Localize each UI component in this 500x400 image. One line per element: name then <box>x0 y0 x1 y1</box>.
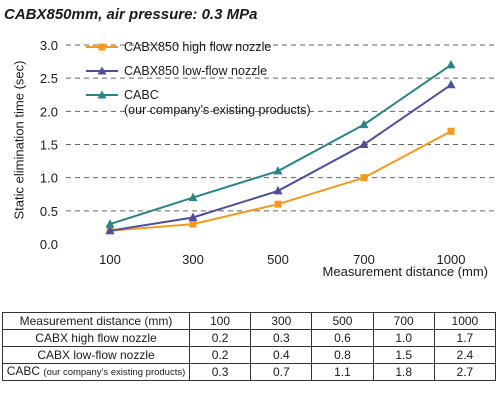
legend-marker-square <box>86 43 118 51</box>
data-point <box>360 174 368 182</box>
table-cell: 1000 <box>433 312 497 330</box>
table-cell: 0.2 <box>188 346 252 364</box>
legend-marker-triangle <box>86 90 118 99</box>
x-tick-label: 100 <box>99 252 121 267</box>
table-cell: 700 <box>372 312 435 330</box>
data-point <box>188 212 198 221</box>
table-row: CABX low-flow nozzle 0.2 0.4 0.8 1.5 2.4 <box>2 346 497 364</box>
x-axis-title: Measurement distance (mm) <box>322 264 488 279</box>
table-row: CABC (our company’s existing products) 0… <box>2 363 497 381</box>
data-point <box>447 127 455 135</box>
y-tick-label: 2.5 <box>40 71 58 86</box>
table-cell: 1.8 <box>372 363 435 381</box>
table-cell: 300 <box>250 312 313 330</box>
table-cell: 1.5 <box>372 346 435 364</box>
table-cell: 2.4 <box>433 346 497 364</box>
legend-item-cabc: CABC (our company’s existing products) <box>84 88 311 118</box>
table-cell: CABX high flow nozzle <box>2 329 190 347</box>
data-point <box>446 79 456 89</box>
data-point <box>189 220 197 228</box>
table-cell: 500 <box>311 312 374 330</box>
data-point <box>105 225 115 235</box>
table-cell: 2.7 <box>433 363 497 381</box>
table-header-row: Measurement distance (mm) 100 300 500 70… <box>2 312 497 330</box>
table-row: CABX high flow nozzle 0.2 0.3 0.6 1.0 1.… <box>2 329 497 347</box>
legend-label: CABX850 low-flow nozzle <box>124 64 268 78</box>
legend: CABX850 high flow nozzle CABX850 low-flo… <box>84 40 311 127</box>
y-tick-label: 0.0 <box>40 237 58 252</box>
table-cell: 0.3 <box>250 329 313 347</box>
table-cell: 1.1 <box>311 363 374 381</box>
data-point <box>273 185 283 195</box>
row-label: CABC <box>6 364 41 378</box>
y-tick-label: 1.0 <box>40 171 58 186</box>
legend-label: CABC <box>124 88 159 102</box>
table-cell: 100 <box>188 312 252 330</box>
data-point <box>188 192 198 202</box>
legend-label-line2: (our company’s existing products) <box>124 103 311 117</box>
x-tick-label: 700 <box>353 252 375 267</box>
table-cell: 0.3 <box>188 363 252 381</box>
legend-item-low-flow: CABX850 low-flow nozzle <box>84 64 311 79</box>
line-chart: 0.0 0.5 1.0 1.5 2.0 2.5 3.0 100 300 500 700 1000 <box>40 38 498 267</box>
table-cell: CABX low-flow nozzle <box>2 346 190 364</box>
y-tick-label: 2.0 <box>40 104 58 119</box>
y-tick-label: 3.0 <box>40 38 58 53</box>
table-cell: Measurement distance (mm) <box>2 312 190 330</box>
x-tick-label: 500 <box>267 252 289 267</box>
series-line <box>109 130 452 232</box>
data-table: Measurement distance (mm) 100 300 500 70… <box>2 312 497 381</box>
row-label-note: (our company’s existing products) <box>43 367 186 378</box>
table-cell: 0.7 <box>250 363 313 381</box>
table-cell: 1.7 <box>433 329 497 347</box>
legend-item-high-flow: CABX850 high flow nozzle <box>84 40 311 55</box>
table-cell: CABC (our company’s existing products) <box>2 363 190 381</box>
x-tick-label: 300 <box>182 252 204 267</box>
data-point <box>105 219 115 228</box>
data-point <box>359 119 369 129</box>
data-point <box>359 139 369 148</box>
x-tick-label: 1000 <box>437 252 466 267</box>
y-tick-label: 1.5 <box>40 138 58 153</box>
data-point <box>446 59 456 69</box>
legend-label: CABX850 high flow nozzle <box>124 40 272 54</box>
y-tick-label: 0.5 <box>40 204 58 219</box>
y-axis-title: Static elimination time (sec) <box>11 60 27 220</box>
table-cell: 0.8 <box>311 346 374 364</box>
table-cell: 1.0 <box>372 329 435 347</box>
data-point <box>274 200 282 208</box>
table-cell: 0.4 <box>250 346 313 364</box>
legend-marker-triangle <box>86 66 118 75</box>
chart-title: CABX850mm, air pressure: 0.3 MPa <box>4 6 258 23</box>
table-cell: 0.2 <box>188 329 252 347</box>
table-cell: 0.6 <box>311 329 374 347</box>
data-point <box>273 166 283 175</box>
